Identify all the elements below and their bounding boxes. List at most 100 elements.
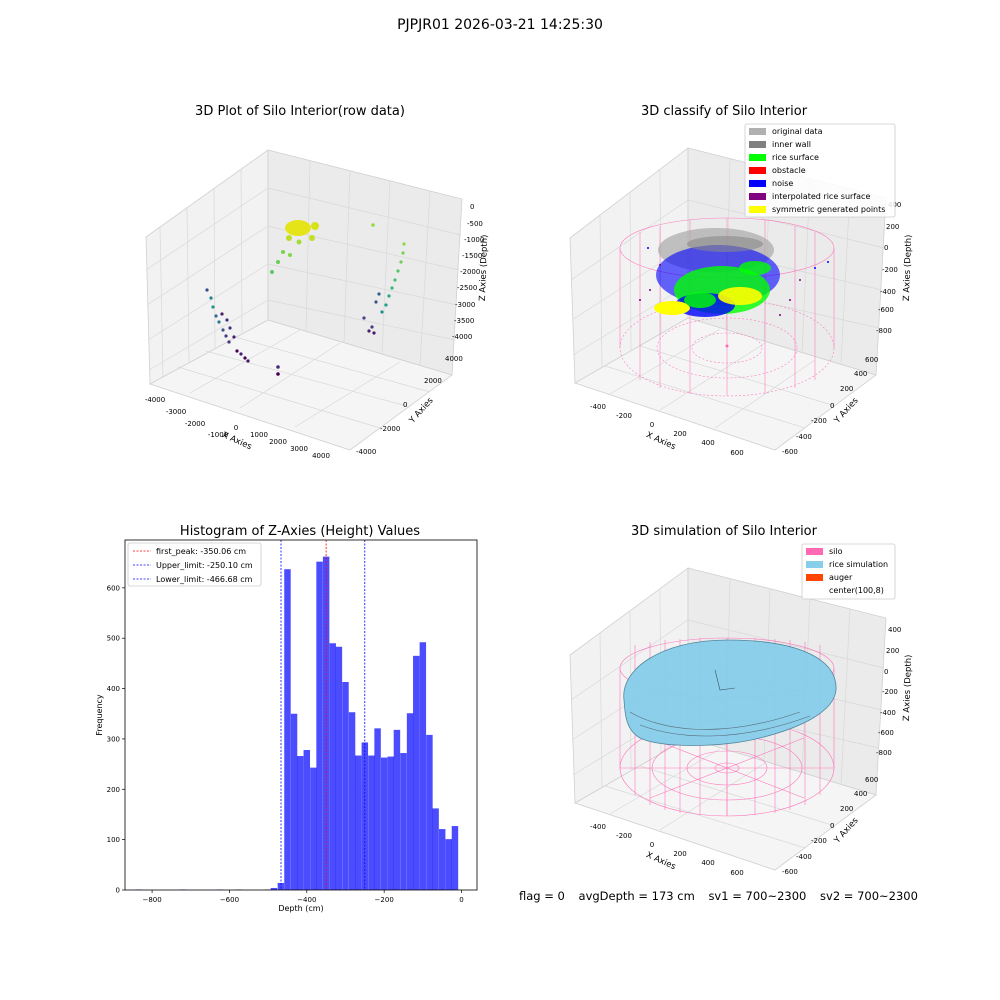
plot1-xtick: -2000 <box>185 420 205 428</box>
histogram-xtick-label: 0 <box>459 896 463 904</box>
legend-first-peak: first_peak: -350.06 cm <box>156 547 246 556</box>
plot3-ztick: 200 <box>886 647 899 655</box>
plot3-ytick: -600 <box>782 868 798 876</box>
legend-item-rice-simulation: rice simulation <box>806 560 888 569</box>
histogram-bar <box>290 713 298 890</box>
plot1-xtick: 3000 <box>290 445 308 453</box>
plot2-ztick: 0 <box>884 244 888 252</box>
svg-text:rice simulation: rice simulation <box>829 560 888 569</box>
svg-text:silo: silo <box>829 547 843 556</box>
histogram-xtick-label: −200 <box>375 896 394 904</box>
plot1-ytick: 0 <box>403 401 407 409</box>
histogram-xtick-label: −800 <box>142 896 161 904</box>
svg-text:inner wall: inner wall <box>772 140 811 149</box>
plot3-ztick: -400 <box>880 709 896 717</box>
histogram-bar <box>329 643 336 890</box>
histogram-bar <box>361 742 369 890</box>
histogram-bar <box>284 569 291 890</box>
legend-lower-limit: Lower_limit: -466.68 cm <box>156 575 253 584</box>
plot1-xtick: -3000 <box>166 408 186 416</box>
histogram-bar <box>342 682 349 890</box>
histogram-ytick-label: 500 <box>107 635 120 643</box>
plot1-ztick: -4000 <box>452 333 472 341</box>
histogram-xlabel: Depth (cm) <box>278 904 323 913</box>
plot3-ytick: -200 <box>811 837 827 845</box>
plot2-xtick: -200 <box>616 412 632 420</box>
plot2-ytick: 0 <box>830 402 834 410</box>
sv2-value: sv2 = 700~2300 <box>820 889 918 903</box>
histogram-xtick-label: −400 <box>297 896 316 904</box>
plot2-xtick: -400 <box>590 403 606 411</box>
legend-upper-limit: Upper_limit: -250.10 cm <box>156 561 253 570</box>
plot1-point-cloud <box>205 220 406 376</box>
plot2-xtick: 200 <box>673 430 686 438</box>
plot3-xtick: -400 <box>590 823 606 831</box>
plot3-ytick: -400 <box>796 853 812 861</box>
plot1-ztick: -3500 <box>454 317 474 325</box>
plot3-title: 3D simulation of Silo Interior <box>631 524 817 539</box>
legend-item-auger: auger <box>806 573 853 582</box>
svg-text:obstacle: obstacle <box>772 166 806 175</box>
svg-text:center(100,8): center(100,8) <box>829 586 884 595</box>
plot2-ytick: -600 <box>782 448 798 456</box>
histogram-legend: first_peak: -350.06 cm Upper_limit: -250… <box>127 542 262 587</box>
histogram-bar <box>348 712 356 890</box>
legend-item-obstacle: obstacle <box>749 166 806 175</box>
legend-item-center: center(100,8) <box>806 586 884 595</box>
histogram-bar <box>387 756 394 890</box>
histogram-ytick-label: 300 <box>107 735 120 743</box>
histogram-bar <box>438 829 446 890</box>
histogram-bar <box>310 767 317 890</box>
plot2-ytick: -400 <box>796 433 812 441</box>
plot2-legend: original data inner wall rice surface ob… <box>744 123 896 218</box>
plot3-ytick: 200 <box>840 805 853 813</box>
plot1-ztick: 0 <box>470 203 474 211</box>
histogram-bar <box>316 561 323 890</box>
plot2-ytick: 400 <box>854 370 867 378</box>
svg-text:interpolated rice surface: interpolated rice surface <box>772 192 870 201</box>
histogram-bar <box>451 826 459 890</box>
plot3-ztick: 400 <box>888 626 901 634</box>
histogram-bar <box>303 750 311 890</box>
histogram-xtick-label: −600 <box>220 896 239 904</box>
histogram-bar <box>380 757 388 890</box>
histogram-ylabel: Frequency <box>95 694 104 736</box>
plot3-ytick: 400 <box>854 790 867 798</box>
plot1-xtick: -1000 <box>208 431 228 439</box>
plot1-ztick: -1000 <box>464 236 484 244</box>
plot1-ztick: -2000 <box>460 268 480 276</box>
plot2-xtick: 0 <box>650 421 654 429</box>
plot2-title: 3D classify of Silo Interior <box>640 104 808 119</box>
plot3-rice-surface <box>623 639 837 746</box>
histogram-bar <box>413 655 420 890</box>
legend-item-symmetric-generated-points: symmetric generated points <box>749 205 885 214</box>
plot1-xtick: 0 <box>234 424 238 432</box>
plot1-zlabel: Z Axies (Depth) <box>478 234 490 301</box>
svg-text:auger: auger <box>829 573 853 582</box>
plot2-ztick: -200 <box>882 266 898 274</box>
plot3-legend: silo rice simulation auger center(100,8) <box>801 543 896 600</box>
histogram-bar <box>400 753 407 890</box>
plot1-ztick: -3000 <box>455 301 475 309</box>
plot3-xtick: -200 <box>616 832 632 840</box>
histogram-bar <box>277 882 285 890</box>
histogram-bar <box>426 734 433 890</box>
histogram-bar <box>432 808 439 890</box>
legend-item-silo: silo <box>806 547 843 556</box>
plot1-ytick: 4000 <box>445 355 463 363</box>
plot3-ztick: -800 <box>876 749 892 757</box>
plot1-title: 3D Plot of Silo Interior(row data) <box>195 104 405 119</box>
plot1-ztick: -1500 <box>462 252 482 260</box>
svg-text:noise: noise <box>772 179 793 188</box>
plot1-xtick: 2000 <box>269 438 287 446</box>
histogram-bar <box>335 646 343 890</box>
flag-value: flag = 0 <box>519 889 565 903</box>
plot3-ztick: -200 <box>882 688 898 696</box>
histogram-bar <box>296 756 304 890</box>
plot1-ztick: -2500 <box>457 284 477 292</box>
histogram-bar <box>374 728 381 890</box>
histogram-bar <box>270 887 278 890</box>
histogram-title: Histogram of Z-Axies (Height) Values <box>179 524 421 539</box>
